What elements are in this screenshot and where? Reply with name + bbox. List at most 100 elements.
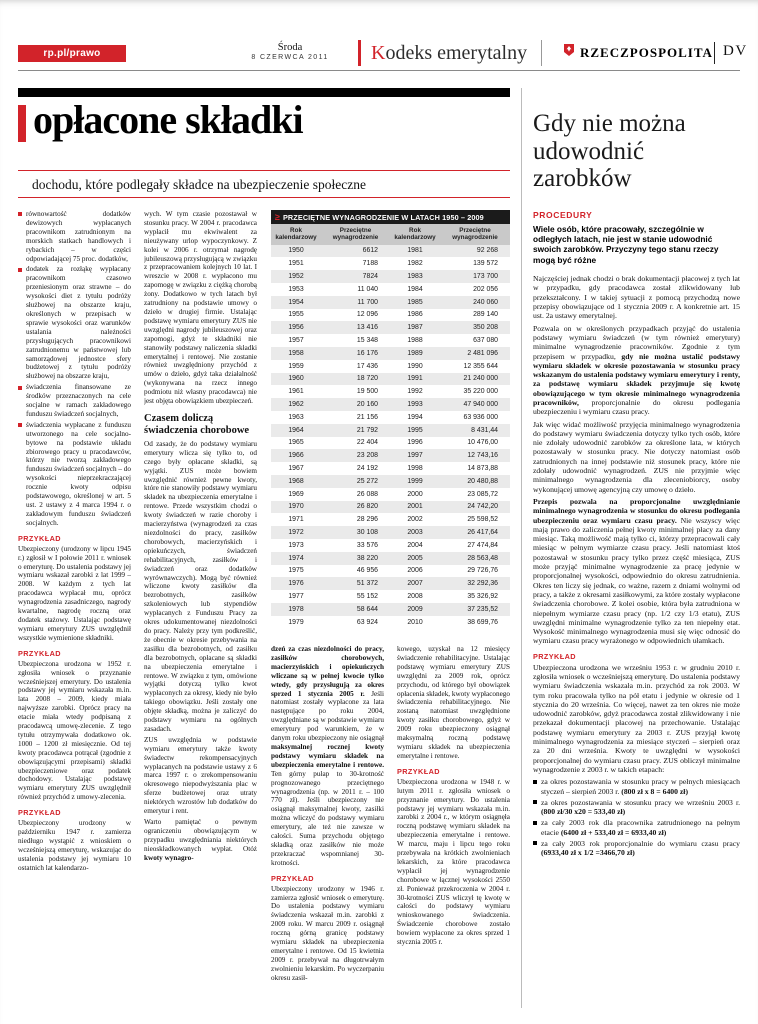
wage-cell: 25 272 (356, 477, 378, 485)
header-rule (18, 70, 740, 71)
bullet-item: świadczenia wypłacane z funduszu utworzo… (18, 421, 131, 528)
wage-cell: 240 060 (473, 298, 498, 306)
year-cell: 1988 (407, 337, 423, 345)
wage-cell: 28 563,48 (467, 554, 498, 562)
body-paragraph: dzeń za czas niezdolności do pracy, zasi… (271, 645, 384, 867)
table-row: 1971 28 296 2002 25 598,52 (271, 513, 510, 526)
table-row: 1968 25 272 1999 20 480,88 (271, 474, 510, 488)
table-row: 1964 21 792 1995 8 431,44 (271, 423, 510, 437)
wage-cell: 7188 (362, 260, 378, 268)
year-cell: 1953 (288, 285, 304, 293)
sidebar-title-line: Gdy nie można (533, 110, 686, 137)
wage-cell: 25 598,52 (467, 516, 498, 524)
col-header-year: Rok kalendarzowy (390, 224, 440, 245)
wage-cell: 63 936 000 (463, 413, 499, 421)
wage-cell: 38 220 (356, 554, 378, 562)
table-row: 1965 22 404 1996 10 476,00 (271, 437, 510, 450)
year-cell: 1984 (407, 285, 423, 293)
year-cell: 1957 (288, 337, 304, 345)
wage-cell: 350 208 (473, 324, 498, 332)
wage-cell: 28 296 (356, 516, 378, 524)
table-row: 1956 13 416 1987 350 208 (271, 321, 510, 335)
year-cell: 1999 (407, 477, 423, 485)
year-cell: 1982 (407, 260, 423, 268)
year-cell: 2000 (407, 490, 423, 498)
col-header-wage: Przeciętne wynagrodzenie (321, 224, 390, 245)
year-cell: 1959 (288, 362, 304, 370)
wage-cell: 10 476,00 (467, 439, 498, 447)
year-cell: 1978 (288, 605, 304, 613)
wage-cell: 11 040 (357, 285, 378, 293)
year-cell: 1969 (288, 490, 304, 498)
year-cell: 1985 (407, 298, 423, 306)
bullet-item: za okres pozostawania w stosunku pracy w… (533, 798, 740, 817)
year-cell: 1965 (288, 439, 304, 447)
year-cell: 1960 (288, 375, 304, 383)
date-block: Środa 8 CZERWCA 2011 (238, 42, 342, 61)
year-cell: 1968 (288, 477, 304, 485)
year-cell: 1986 (407, 311, 423, 319)
wage-cell: 37 235,52 (467, 605, 498, 613)
body-paragraph: Warto pamiętać o pewnym ograniczeniu obo… (144, 818, 257, 862)
body-column-4: kowego, uzyskał na 12 miesięcy świadczen… (397, 645, 510, 1008)
sidebar-separator (521, 88, 522, 1008)
year-cell: 2010 (407, 618, 423, 626)
table-row: 1951 7188 1982 139 572 (271, 257, 510, 270)
wage-cell: 202 056 (473, 285, 498, 293)
deck-rule-bottom (18, 197, 510, 198)
table-row: 1953 11 040 1984 202 056 (271, 283, 510, 296)
wage-cell: 33 576 (356, 541, 378, 549)
example-label: PRZYKŁAD (271, 873, 314, 883)
table-row: 1959 17 436 1990 12 355 644 (271, 360, 510, 373)
year-cell: 1966 (288, 452, 304, 460)
table-row: 1969 26 088 2000 23 085,72 (271, 488, 510, 501)
table-row: 1974 38 220 2005 28 563,48 (271, 551, 510, 565)
wage-cell: 2 481 096 (467, 349, 498, 357)
sidebar-article: Gdy nie można udowodnić zarobków PROCEDU… (533, 88, 740, 1008)
year-cell: 1991 (407, 375, 423, 383)
year-cell: 1983 (407, 273, 423, 281)
example-label: PRZYKŁAD (397, 766, 440, 776)
year-cell: 1971 (288, 516, 304, 524)
year-cell: 1989 (407, 349, 423, 357)
sidebar-lead: Wiele osób, które pracowały, szczególnie… (533, 223, 719, 265)
wage-cell: 35 326,92 (467, 593, 498, 600)
masthead-title: RZECZPOSPOLITA (580, 44, 713, 60)
page-code: DV (723, 43, 748, 59)
year-cell: 1976 (288, 580, 304, 588)
wage-cell: 47 940 000 (463, 401, 499, 409)
col-header-year: Rok kalendarzowy (271, 224, 321, 245)
wage-cell: 139 572 (473, 260, 498, 268)
wage-cell: 12 355 644 (463, 362, 499, 370)
wage-cell: 6612 (362, 247, 378, 255)
body-paragraph: kowego, uzyskał na 12 miesięcy świadczen… (397, 645, 510, 760)
deck-rule-top (18, 170, 510, 171)
brand-badge[interactable]: rp.pl/prawo (18, 45, 126, 62)
section-title: Kodeks emerytalny (358, 40, 543, 66)
table-row: 1976 51 372 2007 32 292,36 (271, 577, 510, 591)
wage-cell: 8 431,44 (471, 426, 498, 434)
body-paragraph: Jak więc widać możliwość przyjęcia minim… (533, 419, 740, 494)
year-cell: 1972 (288, 529, 304, 537)
article-title: opłacone składki (33, 97, 304, 142)
year-cell: 1950 (288, 247, 304, 255)
example-label: PRZYKŁAD (18, 808, 61, 818)
year-cell: 2004 (407, 541, 423, 549)
year-cell: 1973 (288, 541, 304, 549)
wage-cell: 18 720 (356, 375, 378, 383)
table-row: 1967 24 192 1998 14 873,88 (271, 462, 510, 475)
table-title: PRZECIĘTNE WYNAGRODZENIE W LATACH 1950 –… (282, 212, 484, 222)
body-paragraph: Ubezpieczony urodzony w październiku 194… (18, 819, 131, 872)
year-cell: 1987 (407, 324, 423, 332)
table-title-bar: ≥ PRZECIĘTNE WYNAGRODZENIE W LATACH 1950… (271, 210, 510, 224)
year-cell: 1994 (407, 413, 423, 421)
year-cell: 1990 (407, 362, 423, 370)
wage-cell: 21 792 (356, 426, 378, 434)
wage-cell: 12 096 (356, 311, 378, 319)
bullet-item: świadczenia finansowane ze środków przez… (18, 383, 131, 419)
year-cell: 1962 (288, 401, 304, 409)
wage-cell: 29 726,76 (467, 567, 498, 575)
wage-cell: 26 820 (356, 503, 378, 511)
bullet-item: dodatek za rozłąkę wypłacany pracownikom… (18, 265, 131, 381)
